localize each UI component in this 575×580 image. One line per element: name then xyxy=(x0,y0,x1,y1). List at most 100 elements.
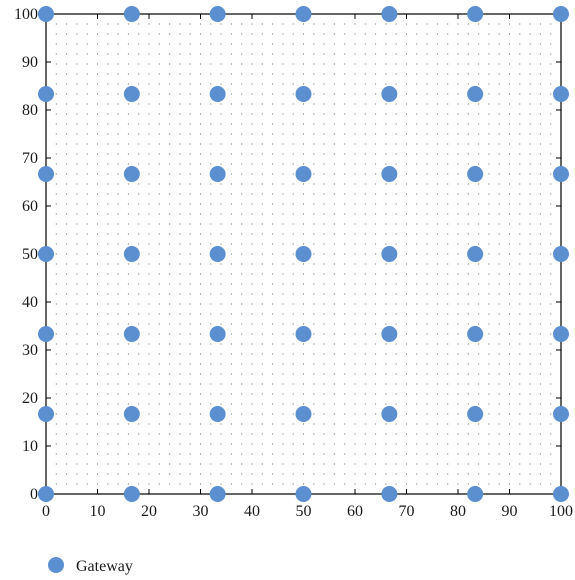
grid-dot xyxy=(406,233,407,235)
grid-dot xyxy=(241,53,243,55)
grid-dot xyxy=(179,253,181,255)
grid-dot xyxy=(127,163,129,165)
gateway-point xyxy=(467,86,484,103)
grid-dot xyxy=(457,153,459,155)
grid-dot xyxy=(498,433,500,435)
grid-dot xyxy=(333,453,335,455)
grid-dot xyxy=(127,113,129,115)
grid-dot xyxy=(55,393,57,395)
grid-dot xyxy=(230,253,232,255)
grid-dot xyxy=(127,403,129,405)
grid-dot xyxy=(282,313,284,315)
grid-dot xyxy=(426,403,428,405)
grid-dot xyxy=(76,473,78,475)
grid-dot xyxy=(107,273,109,275)
grid-dot xyxy=(55,43,57,45)
grid-dot xyxy=(416,43,418,45)
grid-dot xyxy=(457,233,459,235)
grid-dot xyxy=(550,263,552,265)
grid-dot xyxy=(66,403,68,405)
grid-dot xyxy=(519,143,521,145)
grid-dot xyxy=(364,243,366,245)
grid-dot xyxy=(354,23,356,25)
grid-dot xyxy=(323,423,325,425)
x-tick-label: 50 xyxy=(296,503,312,520)
grid-dot xyxy=(333,323,335,325)
grid-dot xyxy=(189,463,191,465)
grid-dot xyxy=(375,93,377,95)
grid-dot xyxy=(467,423,469,425)
grid-dot xyxy=(519,263,521,265)
grid-dot xyxy=(457,223,459,225)
grid-dot xyxy=(457,363,459,365)
grid-dot xyxy=(210,73,212,75)
grid-dot xyxy=(107,23,109,25)
grid-dot xyxy=(282,443,284,445)
grid-dot xyxy=(158,393,160,395)
grid-dot xyxy=(138,113,140,115)
grid-dot xyxy=(457,373,459,375)
grid-dot xyxy=(169,423,171,425)
grid-dot xyxy=(333,383,335,385)
grid-dot xyxy=(76,213,78,215)
grid-dot xyxy=(76,153,78,155)
grid-dot xyxy=(200,163,201,165)
grid-dot xyxy=(498,453,500,455)
grid-dot xyxy=(117,323,119,325)
grid-dot xyxy=(333,483,335,485)
grid-dot xyxy=(426,433,428,435)
grid-dot xyxy=(179,53,181,55)
grid-dot xyxy=(272,173,274,175)
grid-dot xyxy=(282,373,284,375)
grid-dot xyxy=(148,363,150,365)
grid-dot xyxy=(313,173,315,175)
grid-dot xyxy=(127,473,129,475)
grid-dot xyxy=(436,423,438,425)
grid-dot xyxy=(498,413,500,415)
grid-dot xyxy=(344,103,346,105)
grid-dot xyxy=(375,123,377,125)
grid-dot xyxy=(179,103,181,105)
grid-dot xyxy=(179,453,181,455)
grid-dot xyxy=(498,33,500,35)
grid-dot xyxy=(210,123,212,125)
grid-dot xyxy=(138,203,140,205)
grid-dot xyxy=(426,463,428,465)
grid-dot xyxy=(148,393,150,395)
grid-dot xyxy=(200,393,201,395)
gateway-point xyxy=(38,326,54,343)
grid-dot xyxy=(261,303,263,305)
grid-dot xyxy=(138,403,140,405)
grid-dot xyxy=(498,233,500,235)
grid-dot xyxy=(436,403,438,405)
grid-dot xyxy=(395,283,397,285)
grid-dot xyxy=(107,183,109,185)
grid-dot xyxy=(251,33,253,35)
grid-dot xyxy=(251,263,253,265)
grid-dot xyxy=(344,83,346,85)
grid-dot xyxy=(344,53,346,55)
grid-dot xyxy=(519,193,521,195)
grid-dot xyxy=(313,273,315,275)
grid-dot xyxy=(282,213,284,215)
grid-dot xyxy=(230,373,232,375)
grid-dot xyxy=(117,203,119,205)
grid-dot xyxy=(519,253,521,255)
grid-dot xyxy=(344,343,346,345)
grid-dot xyxy=(261,323,263,325)
grid-dot xyxy=(76,283,78,285)
grid-dot xyxy=(375,453,377,455)
grid-dot xyxy=(86,233,88,235)
grid-dot xyxy=(303,123,304,125)
grid-dot xyxy=(251,173,253,175)
grid-dot xyxy=(323,103,325,105)
grid-dot xyxy=(272,103,274,105)
grid-dot xyxy=(107,333,109,335)
grid-dot xyxy=(436,53,438,55)
grid-dot xyxy=(282,263,284,265)
grid-dot xyxy=(189,423,191,425)
grid-dot xyxy=(138,163,140,165)
grid-dot xyxy=(457,193,459,195)
grid-dot xyxy=(241,133,243,135)
grid-dot xyxy=(179,183,181,185)
